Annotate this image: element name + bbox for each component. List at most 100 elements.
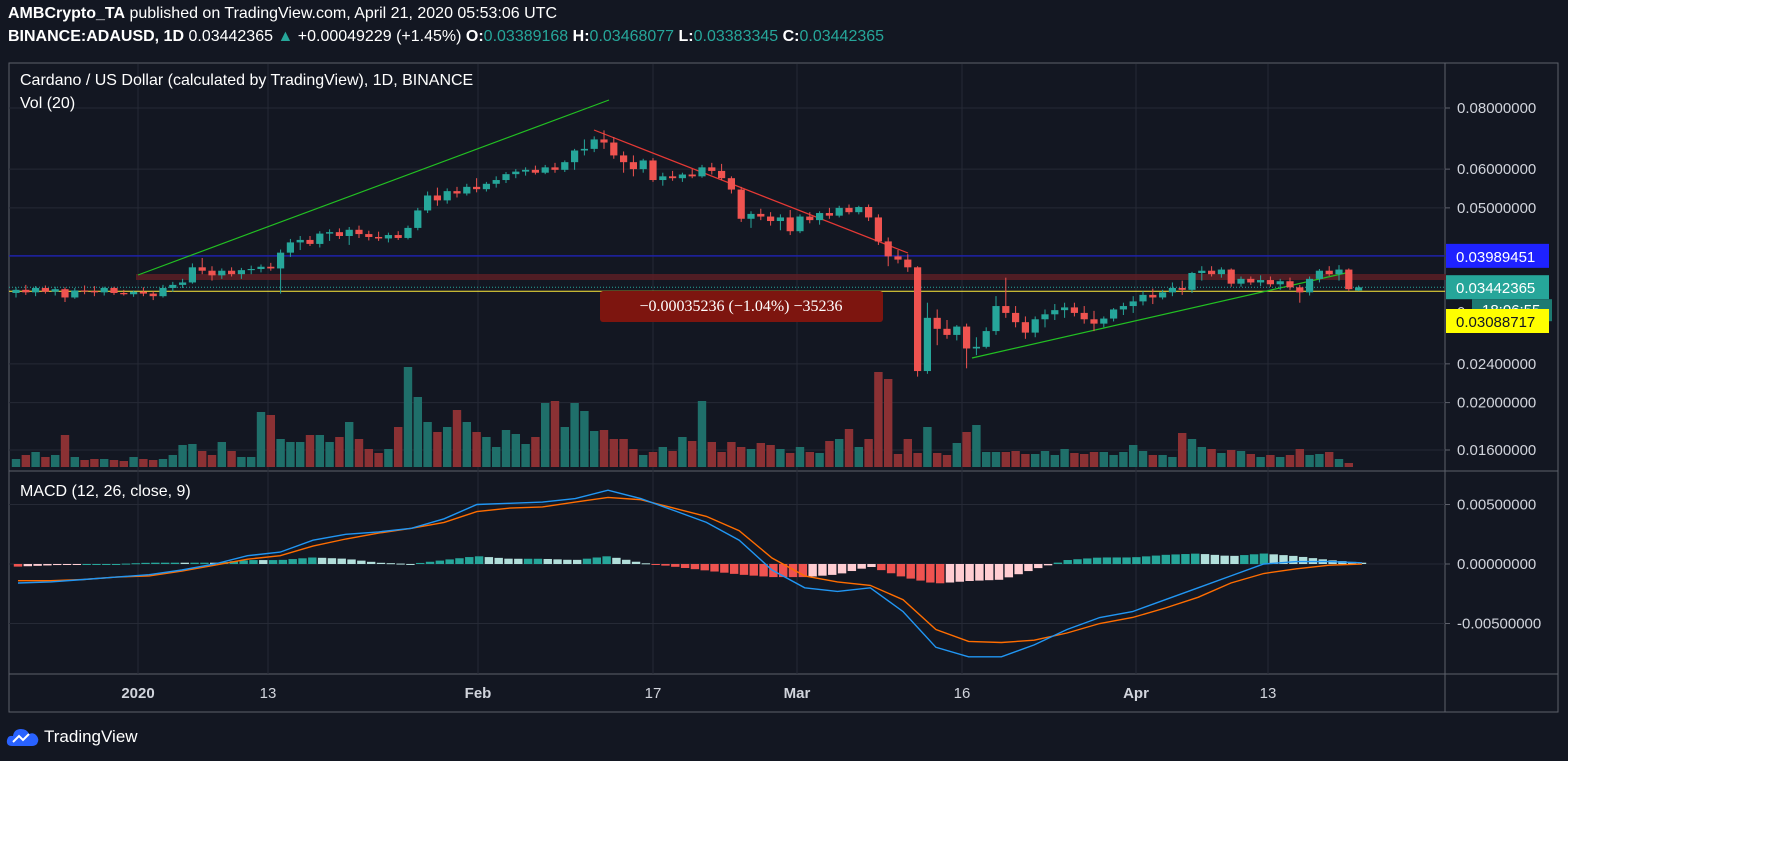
candle-body bbox=[659, 176, 667, 181]
volume-bar bbox=[864, 439, 873, 467]
volume-bar bbox=[599, 430, 609, 467]
macd-histogram-bar bbox=[965, 564, 974, 581]
candle-body bbox=[1306, 278, 1314, 293]
candle-body bbox=[610, 142, 618, 156]
price-chart[interactable]: 2020 13 Feb 17 Mar 16 Apr 13 0.08000000 0.0600000… bbox=[0, 0, 1568, 761]
macd-histogram-bar bbox=[592, 557, 602, 564]
volume-bar bbox=[854, 447, 863, 467]
candle-body bbox=[727, 178, 735, 190]
volume-bar bbox=[1178, 433, 1187, 467]
candle-body bbox=[629, 162, 637, 170]
candle-body bbox=[267, 266, 275, 269]
volume-bar bbox=[639, 455, 648, 467]
macd-histogram-bar bbox=[170, 562, 180, 564]
volume-bar bbox=[1256, 457, 1265, 467]
macd-histogram-bar bbox=[376, 562, 386, 564]
volume-bar bbox=[580, 411, 589, 467]
macd-histogram-bar bbox=[288, 559, 297, 564]
volume-bar bbox=[1217, 453, 1226, 467]
volume-indicator-label: Vol (20) bbox=[20, 95, 75, 112]
macd-histogram-bar bbox=[62, 564, 72, 565]
volume-bar bbox=[1168, 457, 1177, 467]
macd-histogram-bar bbox=[690, 564, 700, 570]
macd-histogram-bar bbox=[386, 563, 395, 565]
candle-body bbox=[228, 270, 236, 275]
candle-body bbox=[718, 170, 726, 179]
candle-body bbox=[32, 287, 40, 293]
x-tick-label: Mar bbox=[784, 685, 811, 702]
macd-histogram-bar bbox=[1141, 556, 1151, 564]
candle-body bbox=[414, 210, 422, 228]
volume-bar bbox=[472, 432, 481, 467]
volume-bar bbox=[1158, 455, 1167, 467]
macd-histogram-bar bbox=[416, 562, 425, 564]
macd-histogram-bar bbox=[1191, 553, 1200, 564]
volume-bar bbox=[394, 427, 403, 467]
volume-bar bbox=[678, 437, 687, 467]
candle-body bbox=[1355, 287, 1363, 291]
macd-histogram-bar bbox=[1132, 557, 1141, 564]
volume-bar bbox=[266, 415, 275, 467]
candle-body bbox=[355, 229, 363, 235]
macd-histogram-bar bbox=[308, 557, 317, 564]
volume-bar bbox=[952, 443, 961, 467]
volume-bar bbox=[884, 379, 893, 467]
candle-body bbox=[982, 331, 990, 347]
candle-body bbox=[1041, 314, 1049, 320]
candle-body bbox=[394, 235, 402, 238]
volume-bar bbox=[443, 427, 452, 467]
macd-histogram-bar bbox=[602, 556, 611, 564]
macd-histogram-bar bbox=[945, 564, 955, 583]
volume-bar bbox=[1138, 451, 1148, 467]
volume-bar bbox=[913, 453, 922, 467]
candle-body bbox=[257, 266, 265, 270]
last-price-badge-bg bbox=[1446, 275, 1549, 300]
macd-histogram-bar bbox=[190, 562, 199, 564]
candle-body bbox=[816, 213, 824, 221]
candle-body bbox=[600, 139, 608, 143]
macd-histogram-bar bbox=[1230, 555, 1239, 564]
tradingview-logo[interactable]: TradingView bbox=[6, 726, 138, 748]
macd-histogram-bar bbox=[102, 564, 111, 565]
y-tick-label: 0.02400000 bbox=[1457, 356, 1536, 373]
support-price-badge: 0.03088717 bbox=[1456, 314, 1535, 331]
volume-bar bbox=[550, 401, 560, 467]
candle-body bbox=[874, 217, 882, 242]
candle-body bbox=[1178, 287, 1186, 290]
macd-histogram-bar bbox=[563, 559, 572, 564]
volume-bar bbox=[1325, 452, 1334, 467]
macd-histogram-bar bbox=[1151, 555, 1161, 564]
volume-bar bbox=[109, 460, 119, 467]
volume-bar bbox=[100, 459, 109, 467]
candle-body bbox=[443, 191, 451, 201]
macd-histogram-bar bbox=[465, 557, 474, 564]
volume-bar bbox=[188, 444, 197, 467]
volume-bar bbox=[1080, 454, 1089, 467]
macd-histogram-bar bbox=[572, 559, 582, 564]
publisher-name[interactable]: AMBCrypto_TA bbox=[8, 5, 126, 22]
volume-bar bbox=[1109, 455, 1118, 467]
high-label: H: bbox=[572, 28, 590, 45]
candle-body bbox=[669, 176, 677, 179]
candle-body bbox=[796, 216, 804, 232]
candle-body bbox=[81, 290, 89, 292]
volume-bar bbox=[590, 431, 599, 467]
candle-body bbox=[953, 326, 961, 335]
volume-bar bbox=[835, 439, 844, 467]
macd-histogram-bar bbox=[1357, 562, 1367, 564]
volume-bar bbox=[1070, 453, 1079, 467]
candle-body bbox=[639, 160, 647, 170]
macd-histogram-bar bbox=[778, 564, 788, 578]
candle-body bbox=[1012, 312, 1020, 323]
macd-histogram-bar bbox=[406, 563, 415, 565]
macd-histogram-bar bbox=[651, 564, 660, 565]
candle-body bbox=[747, 213, 755, 219]
macd-histogram-bar bbox=[543, 558, 552, 564]
macd-y-tick-label: -0.00500000 bbox=[1457, 616, 1541, 633]
volume-bar bbox=[766, 445, 775, 467]
candle-body bbox=[100, 287, 108, 293]
volume-bar bbox=[276, 439, 285, 467]
macd-histogram-bar bbox=[1102, 557, 1112, 564]
symbol[interactable]: BINANCE:ADAUSD, 1D bbox=[8, 28, 185, 45]
candle-body bbox=[247, 269, 255, 271]
